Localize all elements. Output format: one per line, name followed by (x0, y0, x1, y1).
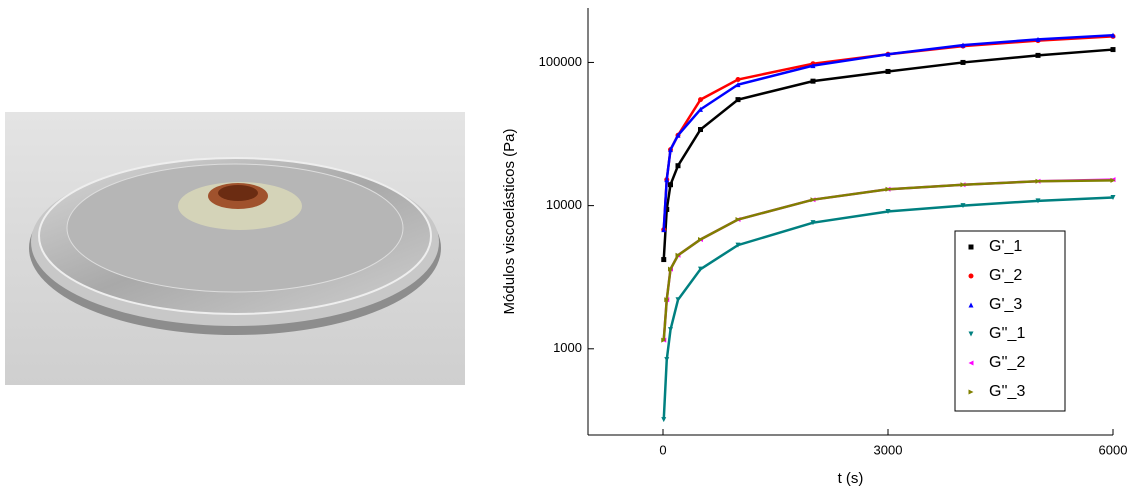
legend-marker (968, 389, 974, 395)
photo (5, 112, 465, 385)
data-point (698, 127, 703, 133)
data-point (885, 208, 891, 214)
legend-marker (968, 244, 974, 250)
x-tick-label: 0 (659, 442, 666, 457)
legend-label: G'_3 (989, 296, 1022, 313)
legend-marker (968, 360, 974, 366)
data-point (1110, 32, 1116, 38)
y-tick-label: 10000 (546, 197, 582, 212)
data-point (1110, 194, 1116, 200)
data-point (735, 82, 741, 88)
data-point (664, 297, 670, 303)
legend-marker (968, 273, 974, 279)
legend-marker (968, 331, 974, 337)
legend-label: G''_2 (989, 354, 1025, 371)
data-point (810, 220, 816, 226)
data-point (661, 227, 667, 233)
legend (954, 230, 1066, 412)
data-point (1110, 177, 1116, 183)
data-point (668, 182, 673, 188)
data-point (960, 42, 966, 48)
data-point (675, 163, 681, 169)
legend-marker (968, 302, 974, 308)
data-point (810, 197, 816, 203)
data-point (735, 216, 741, 222)
data-point (735, 242, 741, 248)
data-point (960, 59, 966, 65)
y-axis-label: Módulos viscoelásticos (Pa) (501, 129, 518, 315)
data-point (661, 257, 667, 263)
data-point (661, 337, 667, 343)
data-point (661, 417, 667, 423)
legend-label: G'_1 (989, 238, 1022, 255)
x-tick-label: 6000 (1099, 442, 1128, 457)
data-point (668, 147, 673, 153)
legend-label: G''_3 (989, 383, 1025, 400)
data-point (735, 77, 741, 83)
data-point (668, 266, 673, 272)
data-point (675, 252, 681, 258)
data-point (960, 182, 966, 188)
y-tick-label: 100000 (539, 54, 582, 69)
data-point (885, 68, 891, 74)
y-tick-label: 1000 (553, 340, 582, 355)
data-point (1035, 36, 1041, 42)
data-point (885, 51, 891, 57)
data-point (960, 203, 966, 209)
data-point (698, 97, 703, 103)
legend-label: G'_2 (989, 267, 1022, 284)
data-point (735, 97, 741, 103)
data-point (698, 236, 703, 242)
data-point (698, 106, 703, 112)
data-point (664, 177, 670, 183)
legend-label: G''_1 (989, 325, 1025, 342)
series-line (662, 48, 1114, 260)
data-point (664, 357, 670, 363)
data-point (1035, 198, 1041, 204)
data-point (675, 132, 681, 138)
data-point (810, 63, 816, 69)
x-axis-label: t (s) (838, 470, 864, 487)
data-point (1035, 178, 1041, 184)
data-point (668, 327, 673, 333)
data-point (675, 297, 681, 303)
data-point (885, 186, 891, 192)
x-tick-label: 3000 (874, 442, 903, 457)
data-point (810, 78, 816, 84)
data-point (1110, 47, 1116, 53)
data-point (1035, 52, 1041, 58)
data-point (698, 266, 703, 272)
